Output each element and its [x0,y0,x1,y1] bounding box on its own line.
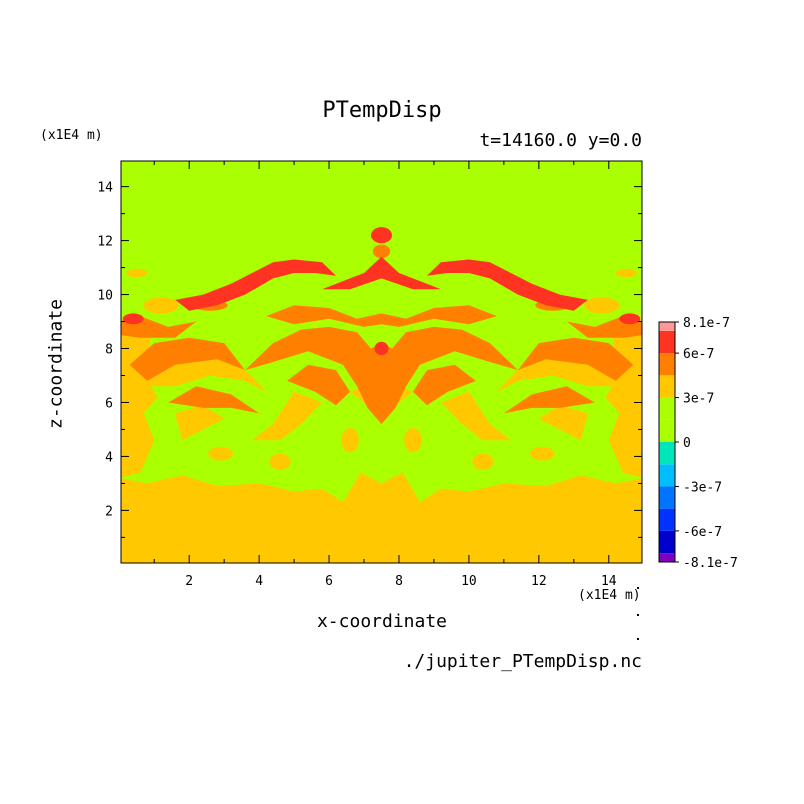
streak-band [175,405,225,441]
speckle-band [404,428,422,453]
y-tick-label: 10 [97,289,113,304]
side-band [605,321,642,478]
colorbar-band [659,442,675,465]
colorbar-band [659,353,675,376]
stray-dot [637,614,639,616]
colorbar-band [659,397,675,420]
x-axis-unit: (x1E4 m) [578,588,641,603]
streak-band [133,359,267,392]
stray-dot [637,638,639,640]
outer-arm [517,337,634,381]
colorbar-tick-label: 8.1e-7 [683,316,730,331]
speckle-band [208,446,233,461]
colorbar-band [659,375,675,398]
heatmap-field [121,161,642,563]
stray-marks [637,587,639,640]
crest-speck [122,313,144,325]
y-tick-label: 8 [105,343,113,358]
y-tick-label: 4 [105,450,113,465]
side-band [121,321,158,478]
colorbar-tick-label: -8.1e-7 [683,556,738,571]
colorbar-band [659,530,675,554]
colorbar-band [659,464,675,487]
speckle-band [143,297,179,314]
colorbar-tick-label: -3e-7 [683,480,722,495]
main-plume [245,326,518,425]
colorbar-tick-label: 6e-7 [683,347,714,362]
speckle-band [269,453,291,470]
plot-axes: 2 4 6 8 10 12 14 2 4 6 8 10 12 14 [97,160,643,589]
x-tick-label: 10 [461,574,477,589]
y-tick-label: 12 [97,235,113,250]
colorbar-tick-label: 0 [683,436,691,451]
outer-arm [168,386,260,414]
colorbar-band [659,486,675,509]
speckle-band [444,500,466,515]
colorbar: 8.1e-7 6e-7 3e-7 0 -3e-7 -6e-7 -8.1e-7 [658,316,738,571]
outer-arm [503,386,595,414]
y-tick-label: 6 [105,396,113,411]
speckle-band [584,297,620,314]
core-speck [374,341,389,356]
streak-band [496,359,630,392]
inner-lobe [287,364,350,406]
colorbar-band [659,508,675,531]
y-tick-label: 14 [97,181,113,196]
speckle-band [297,500,319,515]
y-tick-label: 2 [105,504,113,519]
crest-peak [322,256,441,290]
x-axis-label: x-coordinate [316,611,448,632]
crest-arc [427,259,588,311]
colorbar-band [659,419,675,442]
speckle-band [341,428,359,453]
speckle-band [472,453,494,470]
x-tick-label: 2 [185,574,193,589]
x-tick-label: 4 [255,574,263,589]
crest-cap [371,227,392,244]
colorbar-tick-label: 3e-7 [683,392,714,407]
source-file-label: ./jupiter_PTempDisp.nc [403,651,642,672]
speckle-band [615,268,637,278]
x-tick-label: 6 [325,574,333,589]
crest-arc [175,259,336,311]
x-tick-label: 8 [395,574,403,589]
x-tick-label: 14 [601,574,617,589]
streak-band [440,391,511,441]
y-axis-unit: (x1E4 m) [40,128,103,143]
streak-band [252,391,323,441]
plot-frame [120,160,643,564]
speckle-band [530,446,555,461]
upper-ribbon [266,305,497,327]
inner-lobe [413,364,476,406]
streak-band [538,405,588,441]
crest-speck [619,313,641,325]
outer-arm [129,337,246,381]
colorbar-tick-label: -6e-7 [683,525,722,540]
colorbar-band [659,553,675,562]
x-tick-label: 12 [531,574,547,589]
lower-band [121,472,642,563]
chart-subtitle: t=14160.0 y=0.0 [479,130,642,151]
colorbar-band [659,322,675,331]
chart-title: PTempDisp [322,98,442,123]
speckle-band [126,268,148,278]
cap-speck [372,244,391,259]
stray-dot [637,587,639,589]
colorbar-band [659,330,675,354]
